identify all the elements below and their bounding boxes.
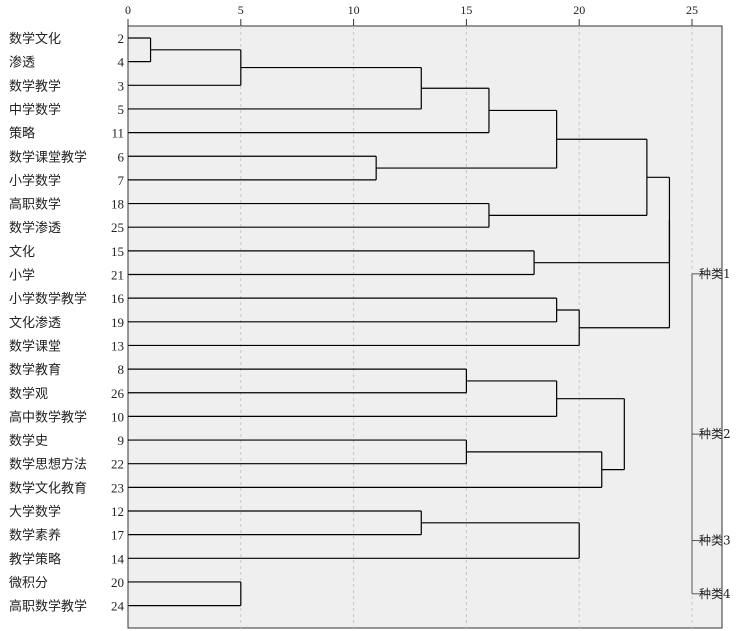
- x-tick-label: 10: [348, 3, 360, 17]
- leaf-label: 数学课堂: [9, 338, 61, 354]
- x-tick-label: 15: [460, 3, 472, 17]
- leaf-id: 23: [111, 480, 124, 495]
- x-tick-label: 20: [573, 3, 585, 17]
- leaf-id: 26: [111, 386, 125, 401]
- leaf-id: 25: [111, 220, 124, 235]
- leaf-id: 19: [111, 315, 124, 330]
- leaf-id: 18: [111, 197, 124, 212]
- leaf-id: 20: [111, 575, 124, 590]
- leaf-id: 22: [111, 457, 124, 472]
- leaf-label: 大学数学: [9, 504, 61, 520]
- leaf-id: 4: [118, 55, 125, 70]
- leaf-label: 微积分: [9, 576, 48, 591]
- leaf-id: 24: [111, 599, 125, 614]
- leaf-label: 中学数学: [9, 102, 61, 118]
- leaf-id: 5: [118, 102, 125, 117]
- leaf-id: 16: [111, 291, 125, 306]
- leaf-id: 21: [111, 268, 124, 283]
- leaf-label: 数学教育: [9, 362, 61, 378]
- leaf-id: 12: [111, 504, 124, 519]
- leaf-id: 9: [118, 433, 125, 448]
- leaf-id: 14: [111, 551, 125, 566]
- leaf-label: 数学文化教育: [9, 480, 87, 496]
- leaf-label: 数学观: [9, 386, 48, 402]
- leaf-label: 教学策略: [9, 551, 61, 567]
- leaf-label: 高中数学教学: [9, 409, 87, 425]
- leaf-label: 渗透: [9, 56, 35, 71]
- leaf-id: 7: [118, 173, 125, 188]
- leaf-label: 小学数学: [9, 173, 61, 189]
- leaf-label: 文化: [9, 245, 35, 260]
- leaf-label: 数学渗透: [9, 220, 61, 236]
- x-tick-label: 25: [686, 3, 698, 17]
- leaf-label: 文化渗透: [9, 316, 61, 331]
- leaf-label: 小学: [9, 268, 35, 284]
- cluster-label: 种类2: [699, 427, 731, 441]
- leaf-label: 数学课堂教学: [9, 149, 87, 165]
- leaf-id: 6: [118, 149, 125, 164]
- leaf-label: 数学素养: [9, 528, 61, 544]
- leaf-label: 高职数学: [9, 197, 61, 213]
- leaf-label: 小学数学教学: [9, 291, 87, 307]
- plot-area: [127, 25, 723, 629]
- leaf-label: 数学教学: [9, 78, 61, 94]
- cluster-label: 种类1: [699, 267, 731, 281]
- leaf-label: 高职数学教学: [9, 599, 87, 615]
- leaf-id: 2: [118, 31, 125, 46]
- cluster-label: 种类4: [699, 587, 731, 601]
- leaf-id: 11: [111, 126, 124, 141]
- leaf-id: 15: [111, 244, 124, 259]
- leaf-id: 13: [111, 338, 124, 353]
- leaf-label: 策略: [9, 126, 35, 142]
- leaf-id: 17: [111, 528, 125, 543]
- leaf-id: 3: [118, 78, 125, 93]
- cluster-label: 种类3: [699, 534, 731, 548]
- leaf-label: 数学思想方法: [9, 457, 87, 473]
- leaf-label: 数学史: [9, 433, 48, 449]
- leaf-id: 8: [118, 362, 125, 377]
- leaf-label: 数学文化: [9, 31, 61, 47]
- leaf-id: 10: [111, 409, 124, 424]
- x-tick-label: 0: [125, 3, 131, 17]
- x-tick-label: 5: [238, 3, 244, 17]
